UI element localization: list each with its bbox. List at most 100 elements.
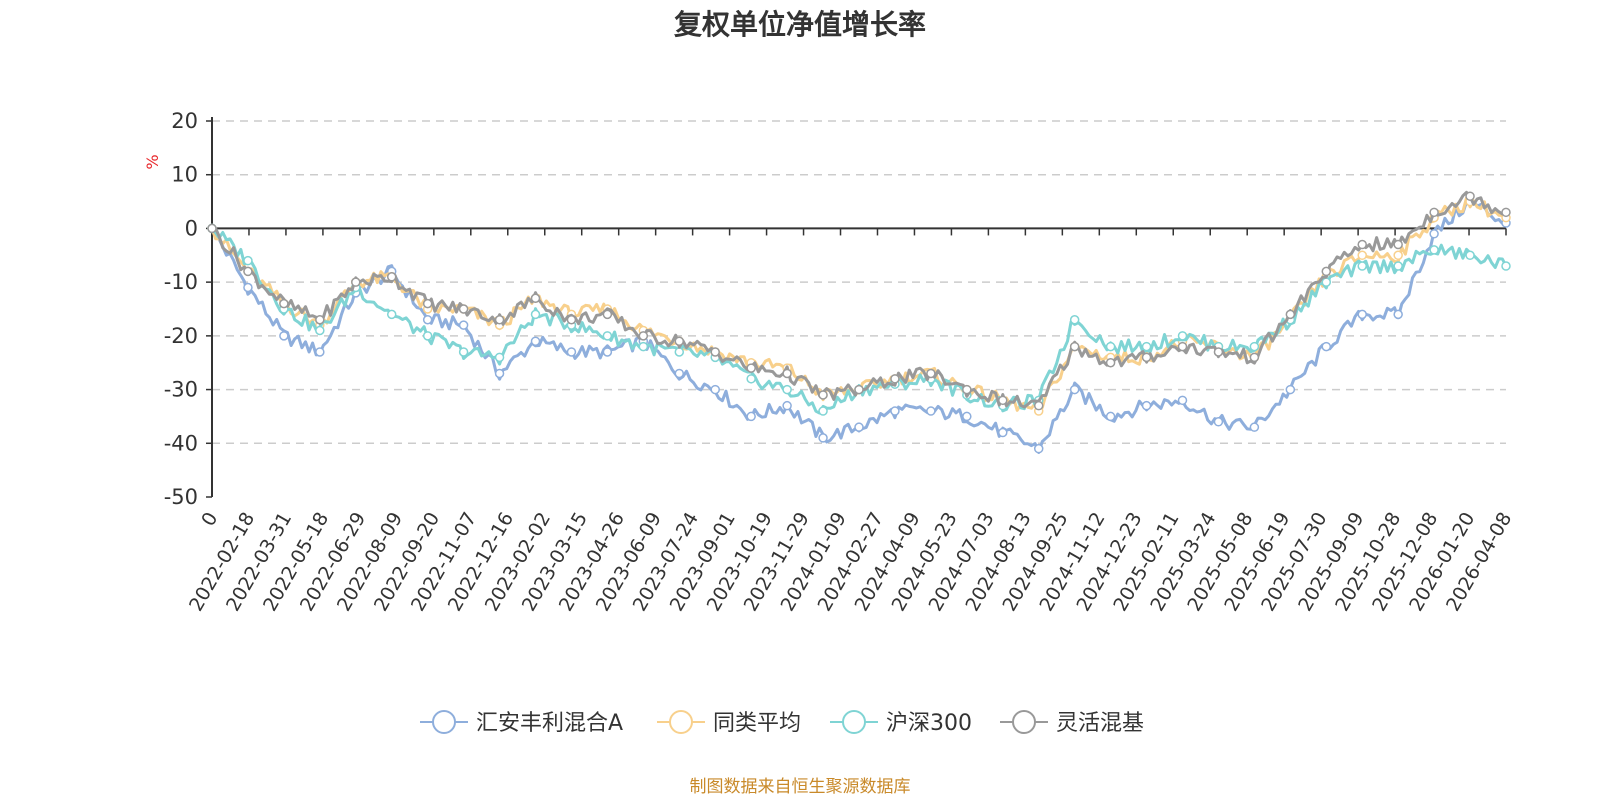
data-point	[1069, 314, 1080, 325]
data-point	[315, 325, 325, 336]
data-point	[530, 336, 541, 346]
series-line	[211, 198, 1507, 454]
data-point	[1069, 341, 1080, 352]
data-point	[602, 331, 613, 341]
series-0	[207, 196, 1511, 454]
data-point	[926, 368, 936, 379]
data-point	[1033, 400, 1044, 411]
data-point	[1357, 261, 1367, 271]
legend-item-2[interactable]: 沪深300	[830, 710, 972, 736]
legend-item-3[interactable]: 灵活混基	[1000, 710, 1144, 736]
data-point	[1177, 331, 1188, 341]
legend-item-0[interactable]: 汇安丰利混合A	[420, 710, 623, 736]
data-point	[494, 314, 505, 325]
data-point	[1213, 347, 1224, 357]
y-axis-unit: %	[143, 154, 162, 169]
source-note: 制图数据来自恒生聚源数据库	[690, 777, 911, 797]
grid-lines	[212, 120, 1506, 445]
series-1	[207, 196, 1511, 416]
data-point	[998, 427, 1008, 438]
data-point	[1213, 417, 1224, 427]
data-point	[1141, 341, 1152, 352]
data-point	[1105, 357, 1116, 368]
data-point	[494, 352, 505, 363]
data-point	[530, 293, 541, 304]
data-point	[1357, 250, 1367, 261]
data-point	[1321, 341, 1332, 352]
data-point	[890, 406, 900, 416]
data-point	[279, 331, 289, 341]
legend-label: 汇安丰利混合A	[476, 711, 623, 736]
data-point	[1465, 191, 1475, 201]
data-point	[1429, 207, 1439, 218]
data-point	[315, 347, 325, 357]
data-point	[422, 314, 433, 325]
y-tick-label: 20	[171, 109, 198, 133]
x-tick-label: 0	[197, 509, 222, 530]
data-point	[1069, 384, 1080, 395]
data-point	[710, 347, 720, 357]
legend[interactable]: 汇安丰利混合A 同类平均 沪深300 灵活混基	[420, 710, 1144, 736]
data-point	[1393, 261, 1403, 271]
data-point	[1321, 277, 1332, 287]
data-point	[782, 368, 792, 379]
series-3	[207, 190, 1511, 411]
data-point	[1177, 341, 1188, 352]
data-point	[746, 411, 756, 422]
data-point	[746, 363, 756, 373]
data-point	[638, 341, 649, 352]
data-point	[1429, 245, 1439, 255]
data-point	[315, 314, 325, 325]
legend-marker	[432, 710, 456, 734]
data-point	[638, 331, 649, 341]
data-point	[1465, 250, 1475, 261]
data-point	[674, 336, 685, 346]
data-point	[566, 314, 577, 325]
y-tick-label: -50	[164, 485, 198, 509]
data-point	[1393, 239, 1403, 250]
data-point	[710, 384, 720, 395]
data-point	[243, 282, 253, 293]
series-lines	[207, 190, 1511, 454]
data-point	[458, 320, 469, 330]
data-point	[351, 277, 361, 287]
data-point	[818, 406, 828, 416]
y-tick-labels: 20 10 0 -10 -20 -30 -40 -50	[164, 109, 198, 509]
data-point	[1249, 341, 1260, 352]
data-point	[386, 309, 397, 320]
y-tick-label: -10	[164, 270, 198, 294]
data-point	[279, 298, 289, 309]
data-point	[1249, 352, 1260, 363]
y-tick-label: -30	[164, 378, 198, 402]
data-point	[243, 255, 253, 266]
data-point	[926, 406, 936, 416]
series-line	[211, 190, 1507, 409]
x-tick-labels: 02022-02-182022-03-312022-05-182022-06-2…	[185, 509, 1516, 616]
data-point	[782, 400, 792, 411]
data-point	[854, 384, 864, 395]
data-point	[602, 347, 613, 357]
data-point	[782, 384, 792, 395]
data-point	[1357, 239, 1367, 250]
data-point	[422, 331, 433, 341]
data-point	[962, 384, 972, 395]
data-point	[1357, 309, 1367, 320]
legend-label: 沪深300	[886, 711, 972, 736]
data-point	[386, 272, 397, 282]
data-point	[1105, 341, 1116, 352]
data-point	[674, 347, 685, 357]
data-point	[1105, 411, 1116, 422]
data-point	[1141, 400, 1152, 411]
data-point	[962, 411, 972, 422]
data-point	[1321, 266, 1332, 277]
y-tick-label: -20	[164, 324, 198, 348]
data-point	[1429, 229, 1439, 239]
data-point	[854, 422, 864, 432]
legend-item-1[interactable]: 同类平均	[657, 710, 801, 736]
data-point	[1285, 384, 1296, 395]
data-point	[1501, 261, 1511, 271]
data-point	[674, 368, 685, 379]
data-point	[494, 368, 505, 379]
data-point	[1501, 207, 1511, 218]
